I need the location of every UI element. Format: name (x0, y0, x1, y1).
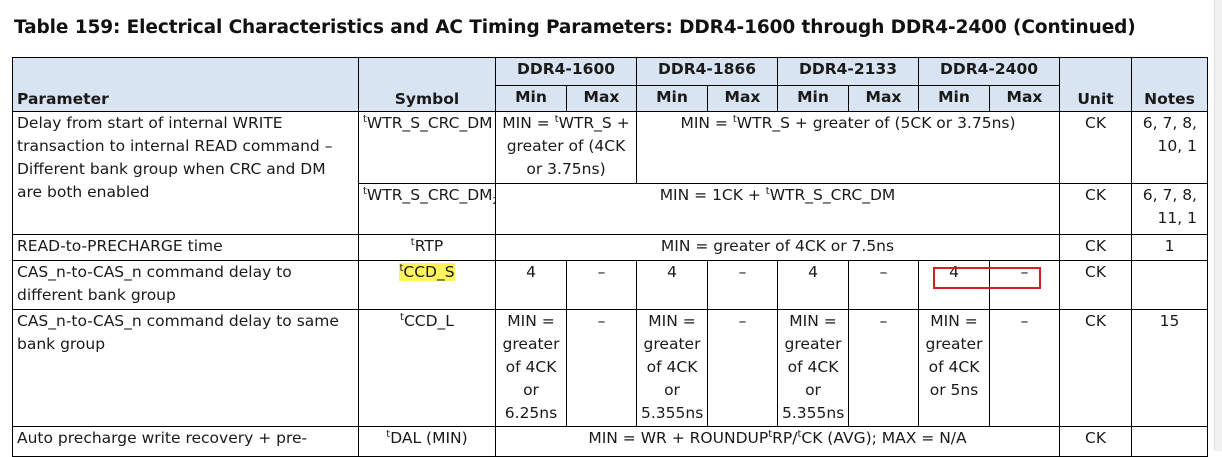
header-min: Min (495, 85, 567, 112)
table-row: tWTR_S_CRC_DM2 MIN = 1CK + tWTR_S_CRC_DM… (13, 183, 1208, 235)
value-cell: – (707, 309, 778, 427)
header-ddr4-1600: DDR4-1600 (495, 57, 637, 86)
value-cell: MIN = greater of 4CK or 7.5ns (495, 234, 1060, 261)
value-cell: 4 (777, 260, 849, 310)
header-symbol: Symbol (358, 57, 496, 112)
unit-cell: CK (1059, 260, 1132, 310)
value-cell: MIN = greater of 4CK or 5ns (918, 309, 990, 427)
value-cell: 4 (495, 260, 567, 310)
notes-cell (1131, 260, 1208, 310)
notes-cell: 6, 7, 8, 11, 1 (1131, 183, 1208, 235)
header-ddr4-1866: DDR4-1866 (636, 57, 778, 86)
parameter-cell: CAS_n-to-CAS_n command delay to same ban… (12, 309, 359, 427)
unit-cell: CK (1059, 111, 1132, 184)
table-row: Delay from start of internal WRITE trans… (12, 111, 1208, 235)
parameter-cell: READ-to-PRECHARGE time (12, 234, 359, 261)
header-parameter: Parameter (12, 57, 359, 112)
unit-cell: CK (1059, 426, 1132, 457)
value-cell: MIN = tWTR_S + greater of (5CK or 3.75ns… (636, 111, 1060, 184)
header-max: Max (566, 85, 637, 112)
header-min: Min (636, 85, 708, 112)
parameter-cell: Auto precharge write recovery + pre- (12, 426, 359, 457)
unit-cell: CK (1059, 309, 1132, 427)
header-notes: Notes (1131, 57, 1208, 112)
notes-cell: 1 (1131, 234, 1208, 261)
symbol-cell: tCCD_L (358, 309, 496, 427)
value-cell: MIN = 1CK + tWTR_S_CRC_DM (495, 183, 1060, 235)
unit-cell: CK (1059, 234, 1132, 261)
header-min: Min (777, 85, 849, 112)
table-row: Auto precharge write recovery + pre- tDA… (12, 426, 1208, 457)
value-cell: – (848, 309, 919, 427)
header-max: Max (848, 85, 919, 112)
header-ddr4-2133: DDR4-2133 (777, 57, 919, 86)
symbol-cell: tWTR_S_CRC_DM (358, 111, 496, 184)
unit-cell: CK (1059, 183, 1132, 235)
table-row: READ-to-PRECHARGE time tRTP MIN = greate… (12, 234, 1208, 261)
parameter-cell: CAS_n-to-CAS_n command delay to differen… (12, 260, 359, 310)
value-cell: MIN = tWTR_S + greater of (4CK or 3.75ns… (495, 111, 637, 184)
symbol-cell: tDAL (MIN) (358, 426, 496, 457)
notes-cell: 15 (1131, 309, 1208, 427)
notes-cell: 6, 7, 8, 10, 1 (1131, 111, 1208, 184)
value-cell: – (566, 309, 637, 427)
symbol-cell: tWTR_S_CRC_DM2 (358, 183, 496, 235)
symbol-cell: tRTP (358, 234, 496, 261)
table-row: CAS_n-to-CAS_n command delay to same ban… (12, 309, 1208, 427)
parameter-cell: Delay from start of internal WRITE trans… (12, 111, 359, 235)
timing-parameters-table: Parameter Symbol DDR4-1600 DDR4-1866 DDR… (12, 57, 1208, 457)
symbol-cell: tCCD_S (358, 260, 496, 310)
value-cell: – (707, 260, 778, 310)
value-cell: – (566, 260, 637, 310)
notes-cell (1131, 426, 1208, 457)
symbol-highlight: tCCD_S (399, 263, 455, 281)
header-max: Max (989, 85, 1060, 112)
header-max: Max (707, 85, 778, 112)
value-cell: MIN = greater of 4CK or 6.25ns (495, 309, 567, 427)
annotation-box (933, 267, 1041, 289)
value-cell: MIN = greater of 4CK or 5.355ns (777, 309, 849, 427)
table-title: Table 159: Electrical Characteristics an… (14, 17, 1136, 38)
scrollbar[interactable] (1214, 0, 1222, 451)
value-cell: – (848, 260, 919, 310)
value-cell: 4 (636, 260, 708, 310)
header-unit: Unit (1059, 57, 1132, 112)
value-cell: MIN = WR + ROUNDUPtRP/tCK (AVG); MAX = N… (495, 426, 1060, 457)
value-cell: – (989, 309, 1060, 427)
value-cell: MIN = greater of 4CK or 5.355ns (636, 309, 708, 427)
header-ddr4-2400: DDR4-2400 (918, 57, 1060, 86)
header-min: Min (918, 85, 990, 112)
